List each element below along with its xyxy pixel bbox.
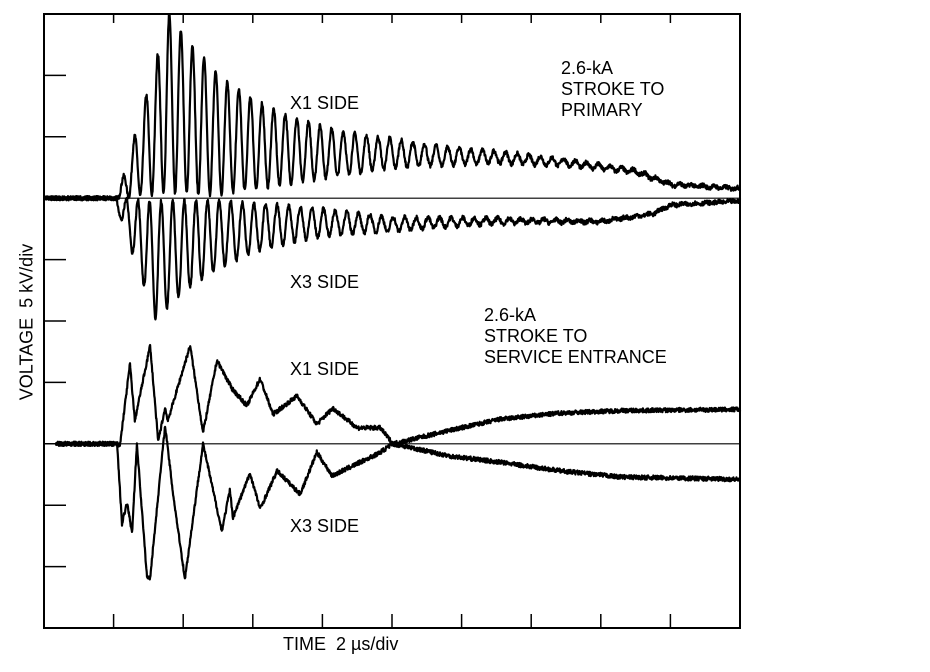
title-line: 2.6-kA: [484, 305, 537, 325]
service-entrance-x3-side-trace: [54, 425, 741, 581]
lower-group-title: 2.6-kA STROKE TO SERVICE ENTRANCE: [484, 305, 667, 368]
lower-x3-label: X3 SIDE: [290, 516, 360, 536]
upper-x3-label: X3 SIDE: [290, 272, 360, 292]
x-axis-label: TIME 2 µs/div: [283, 634, 399, 654]
upper-x1-label: X1 SIDE: [290, 93, 360, 113]
title-line: 2.6-kA: [561, 58, 614, 78]
title-line: SERVICE ENTRANCE: [484, 347, 667, 367]
primary-x1-side-trace: [44, 13, 742, 202]
lower-x1-label: X1 SIDE: [290, 359, 360, 379]
plot-frame: [43, 13, 741, 629]
title-line: STROKE TO: [484, 326, 588, 346]
title-line: STROKE TO: [561, 79, 665, 99]
y-axis-label: VOLTAGE 5 kV/div: [16, 243, 37, 401]
primary-x3-side-trace: [44, 195, 742, 321]
traces: [44, 13, 742, 581]
title-line: PRIMARY: [561, 100, 643, 120]
upper-group-title: 2.6-kA STROKE TO PRIMARY: [561, 58, 664, 121]
